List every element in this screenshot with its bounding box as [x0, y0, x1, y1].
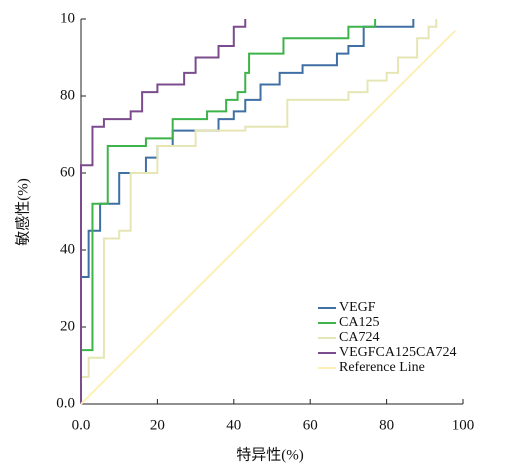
- x-tick-label: 80: [379, 417, 394, 433]
- legend-label: VEGF: [339, 300, 376, 315]
- x-tick-label: 0.0: [72, 417, 91, 433]
- y-axis-label: 敏感性(%): [14, 178, 31, 246]
- roc-line: [80, 19, 247, 404]
- x-tick-label: 20: [150, 417, 165, 433]
- roc-line: [80, 19, 377, 404]
- y-tick-label: 10: [60, 10, 75, 26]
- y-tick-label: 60: [60, 164, 75, 180]
- x-tick-label: 100: [452, 417, 475, 433]
- x-tick-label: 60: [303, 417, 318, 433]
- y-tick-label: 80: [60, 87, 75, 103]
- y-tick-label: 0.0: [56, 395, 75, 411]
- legend-label: CA125: [339, 315, 379, 330]
- roc-line: [80, 19, 438, 404]
- y-tick-label: 20: [60, 318, 75, 334]
- legend-label: Reference Line: [339, 360, 425, 375]
- roc-line: [80, 29, 457, 405]
- y-tick-label: 40: [60, 241, 75, 257]
- legend-label: VEGFCA125CA724: [339, 345, 456, 360]
- x-axis-label: 特异性(%): [236, 446, 304, 463]
- legend-label: CA724: [339, 330, 379, 345]
- roc-line: [80, 19, 415, 404]
- x-tick-label: 40: [226, 417, 241, 433]
